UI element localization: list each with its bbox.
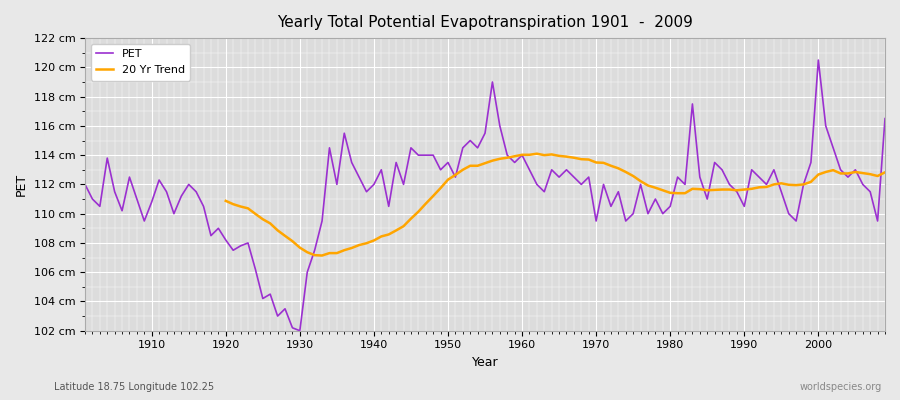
PET: [79, 182, 90, 187]
Line: 20 Yr Trend: 20 Yr Trend: [226, 154, 885, 256]
Legend: PET, 20 Yr Trend: PET, 20 Yr Trend: [91, 44, 191, 80]
20 Yr Trend: [220, 198, 231, 203]
PET: [354, 175, 364, 180]
20 Yr Trend: [310, 253, 320, 258]
PET: [813, 58, 824, 62]
Title: Yearly Total Potential Evapotranspiration 1901  -  2009: Yearly Total Potential Evapotranspiratio…: [277, 15, 693, 30]
Line: PET: PET: [85, 60, 885, 331]
PET: [310, 248, 320, 253]
PET: [517, 153, 527, 158]
PET: [879, 116, 890, 121]
20 Yr Trend: [695, 187, 706, 192]
20 Yr Trend: [879, 170, 890, 175]
PET: [524, 167, 535, 172]
Text: Latitude 18.75 Longitude 102.25: Latitude 18.75 Longitude 102.25: [54, 382, 214, 392]
20 Yr Trend: [317, 253, 328, 258]
Text: worldspecies.org: worldspecies.org: [800, 382, 882, 392]
X-axis label: Year: Year: [472, 356, 499, 369]
20 Yr Trend: [865, 172, 876, 176]
20 Yr Trend: [783, 182, 794, 187]
20 Yr Trend: [532, 151, 543, 156]
20 Yr Trend: [428, 194, 438, 198]
Y-axis label: PET: PET: [15, 173, 28, 196]
PET: [294, 328, 305, 333]
20 Yr Trend: [798, 182, 809, 187]
PET: [139, 218, 149, 223]
PET: [613, 189, 624, 194]
